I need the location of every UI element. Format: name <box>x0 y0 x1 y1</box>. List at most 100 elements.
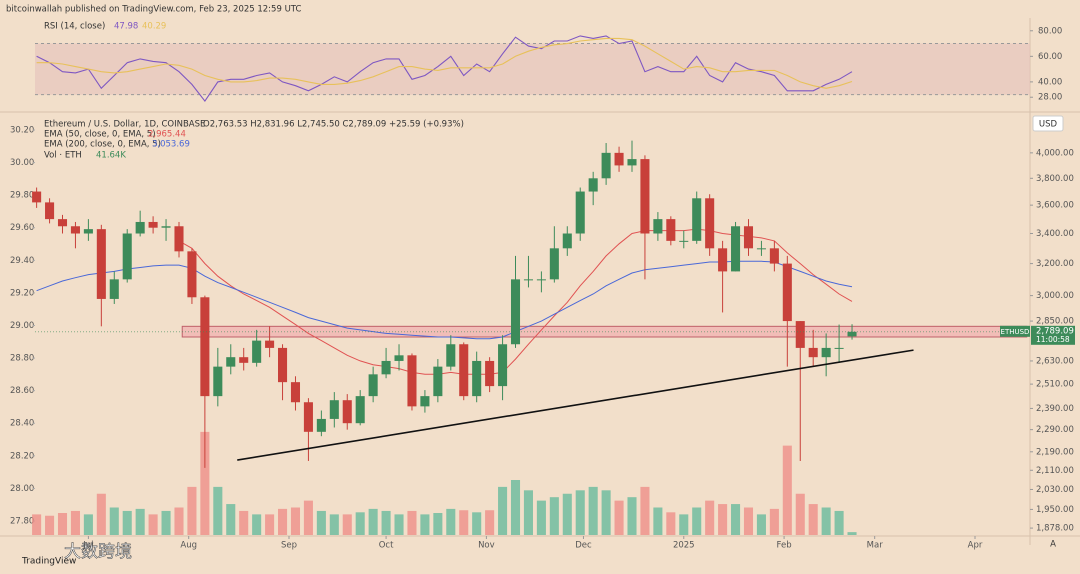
candle-body <box>174 226 184 252</box>
volume-bar <box>536 500 546 535</box>
volume-bar <box>83 514 93 535</box>
x-tick-label: Feb <box>777 541 792 551</box>
candle-body <box>510 279 521 345</box>
volume-bar <box>782 445 792 535</box>
volume-bar <box>381 510 391 535</box>
ema50-legend: EMA (50, close, 0, EMA, 5) <box>44 130 156 140</box>
candle-body <box>135 221 145 234</box>
volume-bar <box>472 512 482 535</box>
candle-body <box>692 198 702 241</box>
candle-body <box>381 360 391 375</box>
volume-bar <box>174 507 184 535</box>
y-tick-label: 1,950.00 <box>1036 505 1074 515</box>
y-tick-label: 2,190.00 <box>1036 447 1074 457</box>
volume-bar <box>640 486 650 535</box>
volume-bar <box>562 493 572 535</box>
volume-bar <box>795 493 805 535</box>
volume-bar <box>433 513 443 535</box>
candle-body <box>239 357 249 363</box>
volume-value: 41.64K <box>96 151 126 161</box>
y-tick-label: 2,630.00 <box>1036 356 1074 366</box>
candle-body <box>847 331 857 337</box>
left-tick-label: 30.00 <box>10 158 34 168</box>
volume-bar <box>653 507 663 535</box>
candle-body <box>316 418 326 432</box>
rsi-tick-label: 60.00 <box>1038 52 1062 62</box>
left-tick-label: 28.00 <box>10 484 34 494</box>
trendline <box>237 349 914 461</box>
candle-body <box>536 279 546 281</box>
x-tick-label: Sep <box>281 541 297 551</box>
y-tick-label: 2,110.00 <box>1036 466 1074 476</box>
left-tick-label: 28.20 <box>10 451 34 461</box>
volume-bar <box>290 507 301 535</box>
candle-body <box>122 233 132 280</box>
candle-body <box>601 152 611 179</box>
candle-body <box>575 191 585 234</box>
candle-body <box>161 226 171 228</box>
rsi-value: 47.98 <box>114 22 138 32</box>
volume-bar <box>32 514 42 535</box>
x-tick-label: Dec <box>575 541 592 551</box>
volume-bar <box>588 486 598 535</box>
y-tick-label: 3,600.00 <box>1036 201 1074 211</box>
candle-body <box>640 159 650 234</box>
left-tick-label: 29.40 <box>10 256 34 266</box>
candle-body <box>45 202 55 220</box>
candle-body <box>653 219 663 234</box>
candle-body <box>290 382 301 403</box>
candle-body <box>498 344 508 387</box>
rsi-value: 40.29 <box>142 22 166 32</box>
currency[interactable]: USD <box>1039 120 1058 130</box>
volume-bar <box>329 514 339 535</box>
y-tick-label: 3,800.00 <box>1036 174 1074 184</box>
volume-bar <box>278 508 288 535</box>
candle-body <box>83 229 93 234</box>
volume-bar <box>420 514 430 535</box>
price-label: 2,789.09 <box>1036 326 1074 336</box>
candle-body <box>679 240 689 242</box>
candle-body <box>355 396 365 424</box>
volume-bar <box>666 512 676 535</box>
volume-bar <box>498 486 508 535</box>
candle-body <box>57 219 68 227</box>
rsi-line <box>36 37 853 89</box>
candle-body <box>32 191 42 203</box>
volume-bar <box>394 514 404 535</box>
candle-body <box>523 279 533 281</box>
volume-bar <box>575 490 585 535</box>
volume-bar <box>226 504 236 535</box>
y-tick-label: 2,390.00 <box>1036 404 1074 414</box>
left-tick-label: 29.80 <box>10 191 34 201</box>
publisher-header: bitcoinwallah published on TradingView.c… <box>6 5 301 15</box>
auto-scale-button[interactable]: A <box>1050 540 1056 550</box>
ema-line <box>36 260 853 340</box>
y-tick-label: 3,400.00 <box>1036 229 1074 239</box>
volume-bar <box>523 490 533 535</box>
volume-bar <box>705 500 715 535</box>
candle-body <box>303 402 313 432</box>
candle-body <box>705 198 715 249</box>
volume-bar <box>718 504 728 535</box>
volume-bar <box>109 507 119 535</box>
volume-bar <box>692 507 702 535</box>
volume-bar <box>45 515 55 535</box>
currency-box[interactable] <box>1032 115 1064 132</box>
x-tick-label: Mar <box>867 541 884 551</box>
volume-bar <box>743 507 754 535</box>
volume-bar <box>252 514 262 535</box>
volume-bar <box>342 514 352 535</box>
logo-text: 大数跨境 <box>64 542 132 562</box>
candle-body <box>459 344 469 397</box>
volume-bar <box>161 510 171 535</box>
candle-body <box>200 297 210 397</box>
volume-bar <box>316 510 326 535</box>
volume-bar <box>756 514 766 535</box>
volume-bar <box>834 510 844 535</box>
rsi-title: RSI (14, close) <box>44 22 105 32</box>
candle-body <box>731 226 741 272</box>
ema200-legend: EMA (200, close, 0, EMA, 5) <box>44 140 161 150</box>
main-title: Ethereum / U.S. Dollar, 1D, COINBASE <box>44 120 205 130</box>
ema200-value: 3,053.69 <box>152 140 190 150</box>
